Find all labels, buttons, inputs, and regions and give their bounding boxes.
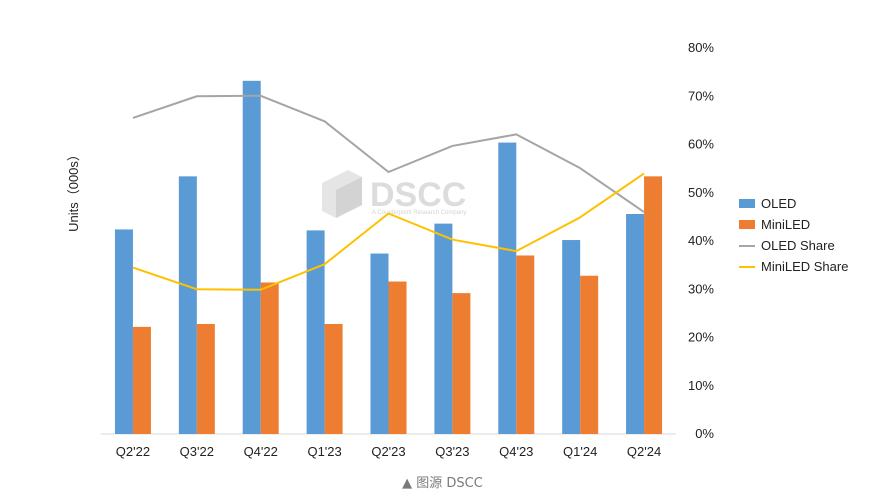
x-axis-ticks: Q2'22 Q3'22 Q4'22 Q1'23 Q2'23 Q3'23 Q4'23 Q1'24… — [116, 444, 661, 459]
bar-oled-1 — [114, 229, 133, 434]
bar-miniled-5 — [388, 281, 407, 434]
legend-swatch-miniled — [739, 220, 755, 229]
line-oled-share — [132, 94, 645, 213]
y-axis-label: Units（000s） — [66, 148, 81, 232]
bar-layer — [114, 80, 663, 434]
x-tick-label: Q1'23 — [307, 444, 341, 459]
bar-miniled-9 — [644, 176, 663, 434]
y-right-tick-label: 20% — [688, 330, 714, 345]
watermark-tagline: A Counterpoint Research Company — [372, 210, 466, 216]
bar-oled-5 — [370, 253, 389, 434]
legend-label-miniled: MiniLED — [761, 217, 810, 232]
legend-swatch-oled — [739, 199, 755, 208]
bar-oled-7 — [498, 142, 517, 434]
y-right-tick-label: 10% — [688, 378, 714, 393]
bar-miniled-6 — [452, 293, 471, 434]
legend: OLED MiniLED OLED Share MiniLED Share — [739, 196, 848, 274]
y-right-tick-label: 70% — [688, 88, 714, 103]
x-tick-label: Q4'23 — [499, 444, 533, 459]
bar-miniled-2 — [196, 323, 215, 434]
right-axis-ticks: 0% 10% 20% 30% 40% 50% 60% 70% 80% — [688, 40, 714, 441]
line-layer — [132, 94, 645, 291]
bar-oled-9 — [626, 213, 645, 434]
y-right-tick-label: 50% — [688, 185, 714, 200]
x-tick-label: Q2'22 — [116, 444, 150, 459]
bar-oled-3 — [242, 80, 261, 434]
y-right-tick-label: 30% — [688, 281, 714, 296]
bar-miniled-8 — [580, 275, 599, 434]
bar-oled-2 — [178, 176, 197, 434]
y-right-tick-label: 80% — [688, 40, 714, 55]
legend-label-miniled-share: MiniLED Share — [761, 259, 848, 274]
bar-miniled-3 — [260, 282, 279, 434]
y-right-tick-label: 60% — [688, 137, 714, 152]
x-tick-label: Q3'22 — [180, 444, 214, 459]
legend-label-oled: OLED — [761, 196, 796, 211]
bar-miniled-1 — [132, 326, 151, 434]
watermark-brand: DSCC — [370, 176, 466, 214]
line-miniled-share — [132, 172, 645, 291]
bar-oled-8 — [562, 240, 581, 434]
x-tick-label: Q2'23 — [371, 444, 405, 459]
bar-miniled-4 — [324, 323, 343, 434]
bar-oled-4 — [306, 230, 325, 434]
x-tick-label: Q1'24 — [563, 444, 597, 459]
legend-label-oled-share: OLED Share — [761, 238, 835, 253]
bar-oled-6 — [434, 223, 453, 434]
source-caption: ▲ 图源 DSCC — [402, 476, 483, 491]
x-tick-label: Q2'24 — [627, 444, 661, 459]
y-right-tick-label: 40% — [688, 233, 714, 248]
bar-miniled-7 — [516, 255, 535, 434]
watermark: DSCC A Counterpoint Research Company — [322, 170, 466, 218]
x-tick-label: Q3'23 — [435, 444, 469, 459]
x-tick-label: Q4'22 — [244, 444, 278, 459]
y-right-tick-label: 0% — [695, 426, 714, 441]
watermark-logo-face — [336, 177, 362, 218]
